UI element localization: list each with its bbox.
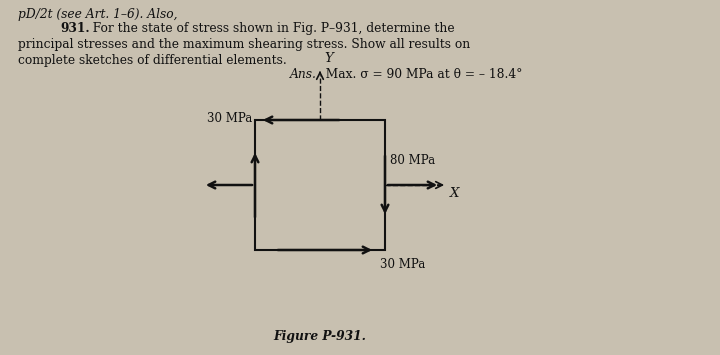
Text: 931.: 931.	[60, 22, 89, 35]
Bar	[255, 120, 385, 250]
Text: complete sketches of differential elements.: complete sketches of differential elemen…	[18, 54, 287, 67]
Text: Max. σ = 90 MPa at θ = – 18.4°: Max. σ = 90 MPa at θ = – 18.4°	[318, 68, 523, 81]
Text: principal stresses and the maximum shearing stress. Show all results on: principal stresses and the maximum shear…	[18, 38, 470, 51]
Text: X: X	[450, 187, 459, 200]
Text: For the state of stress shown in Fig. P–931, determine the: For the state of stress shown in Fig. P–…	[85, 22, 454, 35]
Text: 30 MPa: 30 MPa	[207, 111, 252, 125]
Text: Ans.: Ans.	[290, 68, 317, 81]
Text: pD/2t (see Art. 1–6). Also,: pD/2t (see Art. 1–6). Also,	[18, 8, 178, 21]
Text: Figure P-931.: Figure P-931.	[274, 330, 366, 343]
Text: 30 MPa: 30 MPa	[380, 258, 426, 271]
Text: Y: Y	[324, 52, 333, 65]
Text: 80 MPa: 80 MPa	[390, 154, 435, 167]
